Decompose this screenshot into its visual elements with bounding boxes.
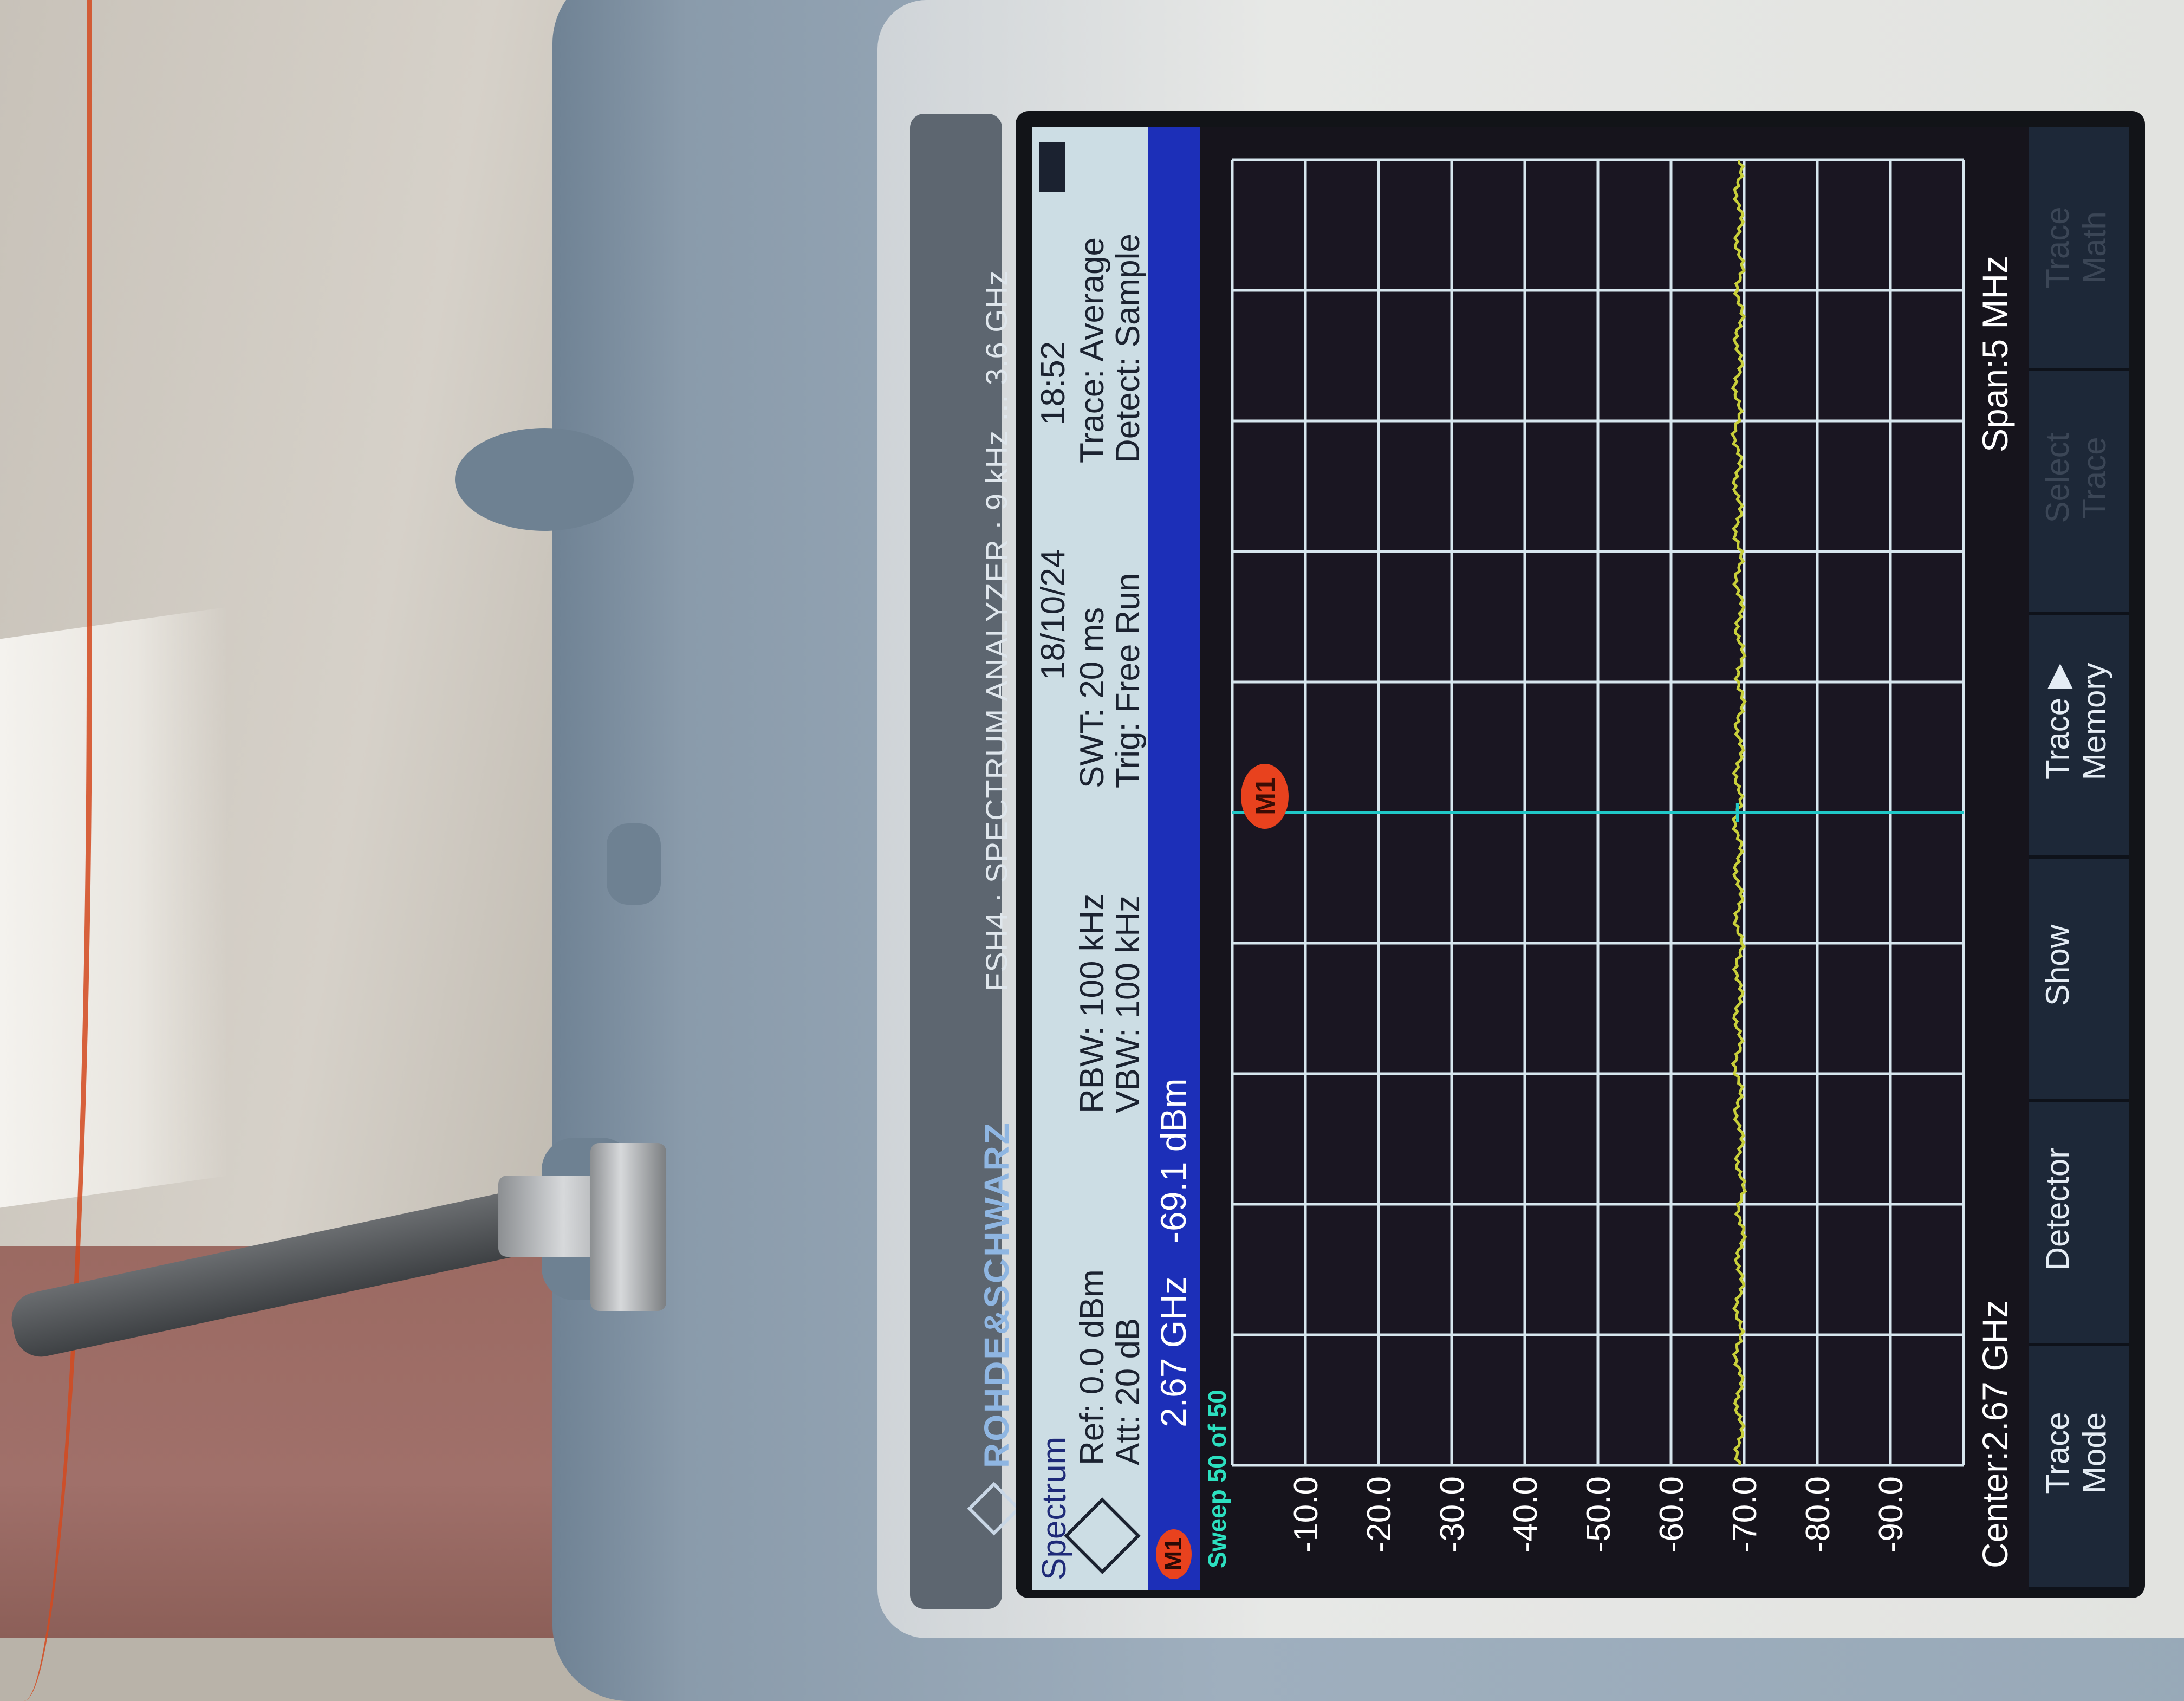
softkey-label: Show: [2039, 924, 2076, 1007]
softkey-trace-memory[interactable]: Trace ▶ Memory: [2029, 588, 2129, 859]
softkey-sublabel: Math: [2076, 211, 2112, 284]
spectrum-chart: -10.0 -20.0 -30.0 -40.0 -50.0 -60.0 -70.0 -80.0…: [1231, 158, 1965, 1553]
softkey-trace-math[interactable]: Trace Math: [2029, 127, 2129, 371]
softkey-select-trace[interactable]: Select Trace: [2029, 344, 2129, 615]
center-frequency: Center:2.67 GHz: [1975, 1300, 2015, 1568]
date-label: 18/10/24: [1035, 549, 1072, 680]
y-tick-label: -20.0: [1361, 1476, 1398, 1553]
trigger-mode: Trig: Free Run: [1109, 573, 1147, 788]
status-header: Spectrum 18/10/24 18:52 Ref: 0.0 dBm Att…: [1032, 127, 1148, 1590]
red-cable: [0, 0, 92, 1701]
attenuation: Att: 20 dB: [1109, 1317, 1147, 1465]
n-type-port: [590, 1143, 666, 1311]
y-tick-label: -90.0: [1873, 1476, 1910, 1553]
softkey-label: Trace: [2039, 206, 2076, 289]
marker-frequency: 2.67 GHz: [1153, 1276, 1193, 1427]
freq-footer: Center:2.67 GHz Span:5 MHz: [1969, 127, 2029, 1590]
softkey-sublabel: Mode: [2076, 1412, 2112, 1494]
brand-strip: [910, 114, 1002, 1609]
softkey-label: Trace: [2039, 1412, 2076, 1494]
model-line: FSH4 · SPECTRUM ANALYZER · 9 kHz ... 3.6…: [979, 270, 1013, 991]
marker-level: -69.1 dBm: [1153, 1078, 1193, 1243]
y-tick-label: -10.0: [1288, 1476, 1325, 1553]
y-tick-label: -60.0: [1653, 1476, 1691, 1553]
y-tick-label: -30.0: [1434, 1476, 1471, 1553]
trace-mode: Trace: Average: [1074, 237, 1111, 463]
softkey-label: Detector: [2039, 1147, 2076, 1271]
brand-name: ROHDE&SCHWARZ: [977, 1121, 1016, 1468]
marker-badge-label: M1: [1250, 777, 1280, 815]
spectrum-ui: Spectrum 18/10/24 18:52 Ref: 0.0 dBm Att…: [1032, 127, 2129, 1590]
time-label: 18:52: [1035, 341, 1072, 425]
softkey-sublabel: Trace: [2076, 437, 2112, 519]
softkey-show[interactable]: Show: [2029, 832, 2129, 1102]
ref-level: Ref: 0.0 dBm: [1074, 1269, 1111, 1465]
y-tick-label: -80.0: [1799, 1476, 1837, 1553]
rs-logo-icon: [967, 1482, 1021, 1536]
y-tick-label: -40.0: [1507, 1476, 1544, 1553]
vbw-value: VBW: 100 kHz: [1109, 895, 1147, 1113]
battery-icon: [1039, 142, 1065, 192]
softkey-label: Select: [2039, 432, 2076, 523]
mode-label: Spectrum: [1036, 1436, 1073, 1580]
marker-badge[interactable]: M1: [1156, 1529, 1192, 1579]
spectrum-plot: -10.0 -20.0 -30.0 -40.0 -50.0 -60.0 -70.0 -80.0…: [1194, 127, 1980, 1590]
display: Spectrum 18/10/24 18:52 Ref: 0.0 dBm Att…: [1032, 127, 2129, 1590]
softkey-bar: Trace Mode Detector Show Trace ▶ Memory …: [2029, 127, 2129, 1590]
span-value: Span:5 MHz: [1975, 255, 2015, 452]
y-tick-label: -50.0: [1580, 1476, 1617, 1553]
softkey-sublabel: Memory: [2076, 663, 2112, 781]
detector-mode: Detect: Sample: [1109, 233, 1147, 463]
rbw-value: RBW: 100 kHz: [1074, 893, 1111, 1113]
softkey-detector[interactable]: Detector: [2029, 1075, 2129, 1346]
sweep-time: SWT: 20 ms: [1074, 607, 1111, 788]
marker-badge-shape: [1241, 764, 1289, 829]
y-tick-label: -70.0: [1726, 1476, 1764, 1553]
rs-diamond-icon: [1064, 1497, 1141, 1574]
softkey-trace-mode[interactable]: Trace Mode: [2029, 1319, 2129, 1590]
mount-knob-top: [455, 428, 634, 531]
side-button[interactable]: [607, 823, 661, 905]
softkey-label: Trace ▶: [2039, 664, 2076, 780]
marker-bar: M1 2.67 GHz -69.1 dBm: [1148, 127, 1200, 1590]
